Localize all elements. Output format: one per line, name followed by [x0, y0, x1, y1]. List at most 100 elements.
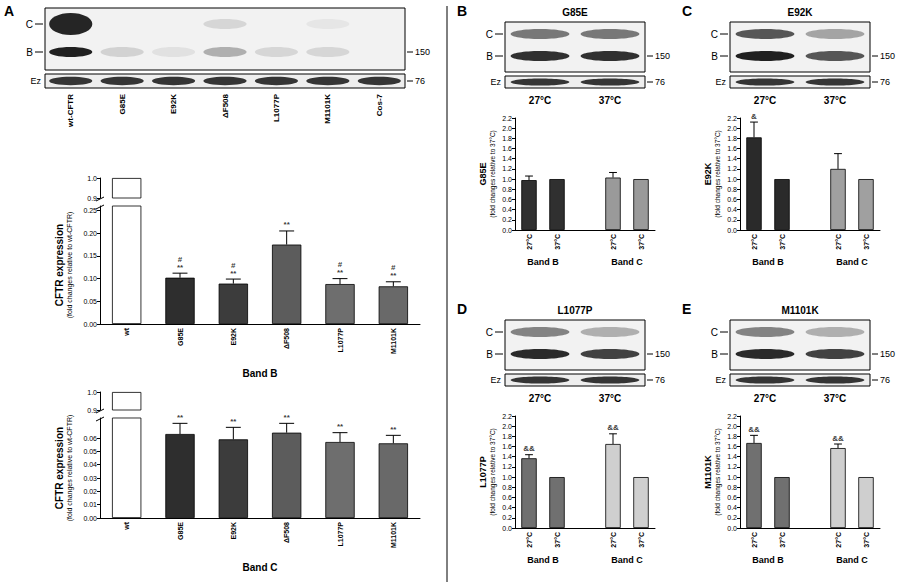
svg-text:2.0: 2.0 — [502, 125, 512, 132]
svg-text:1.4: 1.4 — [727, 453, 737, 460]
svg-text:0.00: 0.00 — [83, 515, 97, 522]
svg-text:0.20: 0.20 — [83, 230, 97, 237]
svg-text:27°C: 27°C — [835, 234, 842, 250]
svg-text:37°C: 37°C — [554, 234, 561, 250]
svg-text:37°C: 37°C — [779, 234, 786, 250]
svg-text:150: 150 — [415, 47, 430, 57]
svg-text:150: 150 — [655, 349, 670, 359]
svg-text:(fold changes relative to wt-C: (fold changes relative to wt-CFTR) — [66, 212, 74, 319]
svg-text:E92K: E92K — [703, 162, 713, 185]
svg-text:M1101K: M1101K — [781, 305, 819, 316]
svg-text:(fold changes relative to wt-C: (fold changes relative to wt-CFTR) — [66, 415, 74, 522]
svg-text:27°C: 27°C — [529, 95, 551, 106]
svg-text:C: C — [26, 19, 33, 30]
svg-text:1.0: 1.0 — [87, 389, 97, 396]
svg-text:**: ** — [230, 269, 237, 278]
svg-text:M1101K: M1101K — [390, 522, 397, 548]
svg-text:1.2: 1.2 — [727, 165, 737, 172]
svg-text:2.0: 2.0 — [727, 125, 737, 132]
svg-text:37°C: 37°C — [779, 532, 786, 548]
svg-text:&&: && — [832, 434, 844, 443]
svg-text:wt-CFTR: wt-CFTR — [66, 94, 75, 128]
svg-text:150: 150 — [655, 51, 670, 61]
svg-text:2.2: 2.2 — [502, 413, 512, 420]
svg-text:27°C: 27°C — [526, 234, 533, 250]
svg-text:0.0: 0.0 — [502, 525, 512, 532]
svg-text:G85E: G85E — [177, 328, 184, 346]
svg-text:37°C: 37°C — [554, 532, 561, 548]
svg-text:Ez: Ez — [715, 375, 726, 385]
svg-text:1.0: 1.0 — [87, 175, 97, 182]
svg-text:Ez: Ez — [715, 77, 726, 87]
svg-text:37°C: 37°C — [599, 95, 621, 106]
svg-text:Cos-7: Cos-7 — [375, 93, 384, 116]
svg-text:1.0: 1.0 — [727, 176, 737, 183]
svg-text:Band B: Band B — [752, 257, 784, 267]
svg-text:0.8: 0.8 — [502, 186, 512, 193]
svg-text:C: C — [682, 3, 692, 19]
svg-text:1.6: 1.6 — [502, 443, 512, 450]
svg-text:150: 150 — [880, 51, 895, 61]
svg-text:Band B: Band B — [752, 555, 784, 565]
svg-text:&&: && — [748, 425, 760, 434]
svg-text:0.4: 0.4 — [727, 206, 737, 213]
svg-text:0.9: 0.9 — [87, 407, 97, 414]
svg-text:0.02: 0.02 — [83, 488, 97, 495]
svg-text:**: ** — [390, 271, 397, 280]
svg-text:Ez: Ez — [490, 375, 501, 385]
svg-text:E92K: E92K — [169, 94, 178, 114]
svg-text:1.8: 1.8 — [502, 433, 512, 440]
svg-text:37°C: 37°C — [824, 95, 846, 106]
svg-text:0.05: 0.05 — [83, 298, 97, 305]
svg-text:76: 76 — [415, 76, 425, 86]
svg-text:150: 150 — [880, 349, 895, 359]
svg-text:**: ** — [337, 422, 344, 431]
svg-text:1.0: 1.0 — [502, 176, 512, 183]
svg-text:0.9: 0.9 — [87, 195, 97, 202]
svg-text:37°C: 37°C — [863, 234, 870, 250]
svg-text:0.6: 0.6 — [502, 196, 512, 203]
svg-text:1.0: 1.0 — [727, 474, 737, 481]
svg-text:G85E: G85E — [562, 7, 588, 18]
svg-text:1.4: 1.4 — [502, 453, 512, 460]
svg-text:1.4: 1.4 — [727, 155, 737, 162]
svg-text:27°C: 27°C — [835, 532, 842, 548]
svg-text:Band C: Band C — [611, 257, 643, 267]
svg-text:27°C: 27°C — [754, 95, 776, 106]
svg-text:**: ** — [177, 263, 184, 272]
svg-text:1.2: 1.2 — [727, 463, 737, 470]
svg-text:1.0: 1.0 — [502, 474, 512, 481]
svg-text:M1101K: M1101K — [323, 94, 332, 124]
svg-text:B: B — [457, 3, 467, 19]
svg-text:CFTR expression: CFTR expression — [54, 427, 65, 509]
svg-text:(fold changes relative to 37°C: (fold changes relative to 37°C) — [714, 130, 722, 218]
svg-text:27°C: 27°C — [610, 234, 617, 250]
svg-text:G85E: G85E — [118, 93, 127, 114]
svg-text:2.2: 2.2 — [502, 115, 512, 122]
svg-text:**: ** — [390, 425, 397, 434]
svg-text:2.0: 2.0 — [727, 423, 737, 430]
svg-text:Band C: Band C — [836, 257, 868, 267]
svg-text:76: 76 — [880, 375, 890, 385]
svg-text:G85E: G85E — [478, 162, 488, 185]
svg-text:C: C — [486, 29, 493, 40]
svg-text:1.8: 1.8 — [727, 135, 737, 142]
svg-text:A: A — [4, 3, 14, 19]
svg-text:B: B — [486, 349, 493, 360]
svg-text:0.8: 0.8 — [502, 484, 512, 491]
svg-text:1.2: 1.2 — [502, 165, 512, 172]
svg-text:1.4: 1.4 — [502, 155, 512, 162]
svg-text:0.8: 0.8 — [727, 186, 737, 193]
svg-text:0.4: 0.4 — [502, 206, 512, 213]
svg-text:ΔF508: ΔF508 — [283, 522, 290, 543]
svg-text:Band C: Band C — [243, 562, 278, 573]
svg-text:2.2: 2.2 — [727, 413, 737, 420]
svg-text:1.8: 1.8 — [727, 433, 737, 440]
svg-text:1.2: 1.2 — [502, 463, 512, 470]
svg-text:0.0: 0.0 — [727, 227, 737, 234]
svg-text:Ez: Ez — [30, 76, 41, 86]
svg-text:M1101K: M1101K — [703, 455, 713, 489]
svg-text:1.8: 1.8 — [502, 135, 512, 142]
svg-text:M1101K: M1101K — [390, 328, 397, 354]
svg-text:B: B — [486, 51, 493, 62]
